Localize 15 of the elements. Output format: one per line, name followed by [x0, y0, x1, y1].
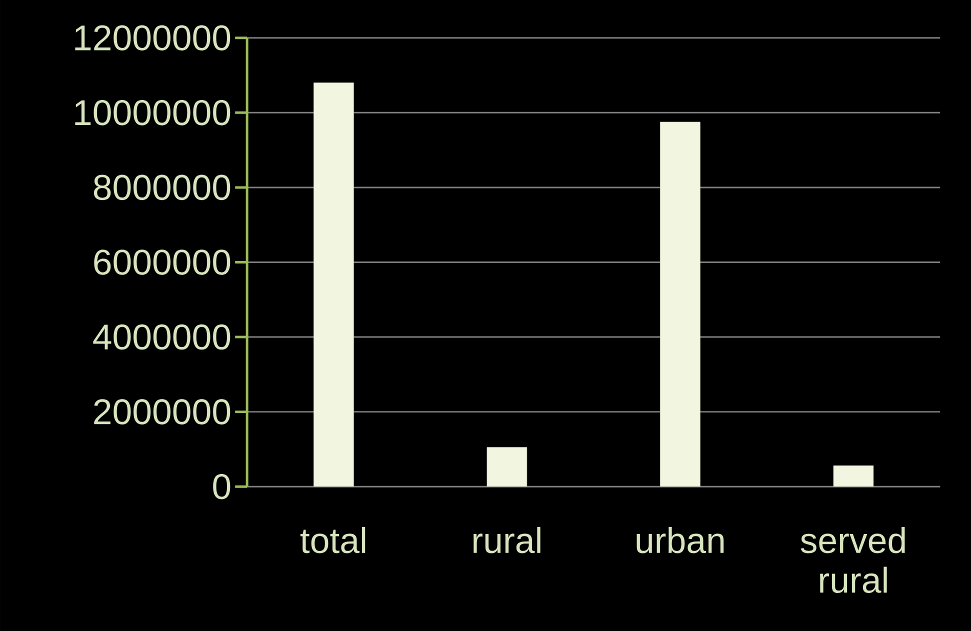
x-tick-label: urban [636, 526, 724, 554]
y-tick-label: 4000000 [93, 324, 230, 350]
x-tick-label: served rural [800, 526, 905, 593]
bar [660, 122, 700, 487]
y-tick-label: 12000000 [75, 25, 230, 50]
y-tick-label: 2000000 [94, 399, 230, 424]
x-tick-label: rural [474, 526, 540, 554]
bar [486, 447, 528, 487]
y-tick-label: 10000000 [75, 100, 230, 126]
bar [314, 82, 354, 487]
x-tick-label: total [300, 526, 366, 554]
y-tick-label: 6000000 [94, 249, 230, 275]
bar [833, 465, 874, 487]
y-tick-label: 8000000 [94, 174, 230, 200]
y-tick-label: 0 [213, 474, 230, 500]
